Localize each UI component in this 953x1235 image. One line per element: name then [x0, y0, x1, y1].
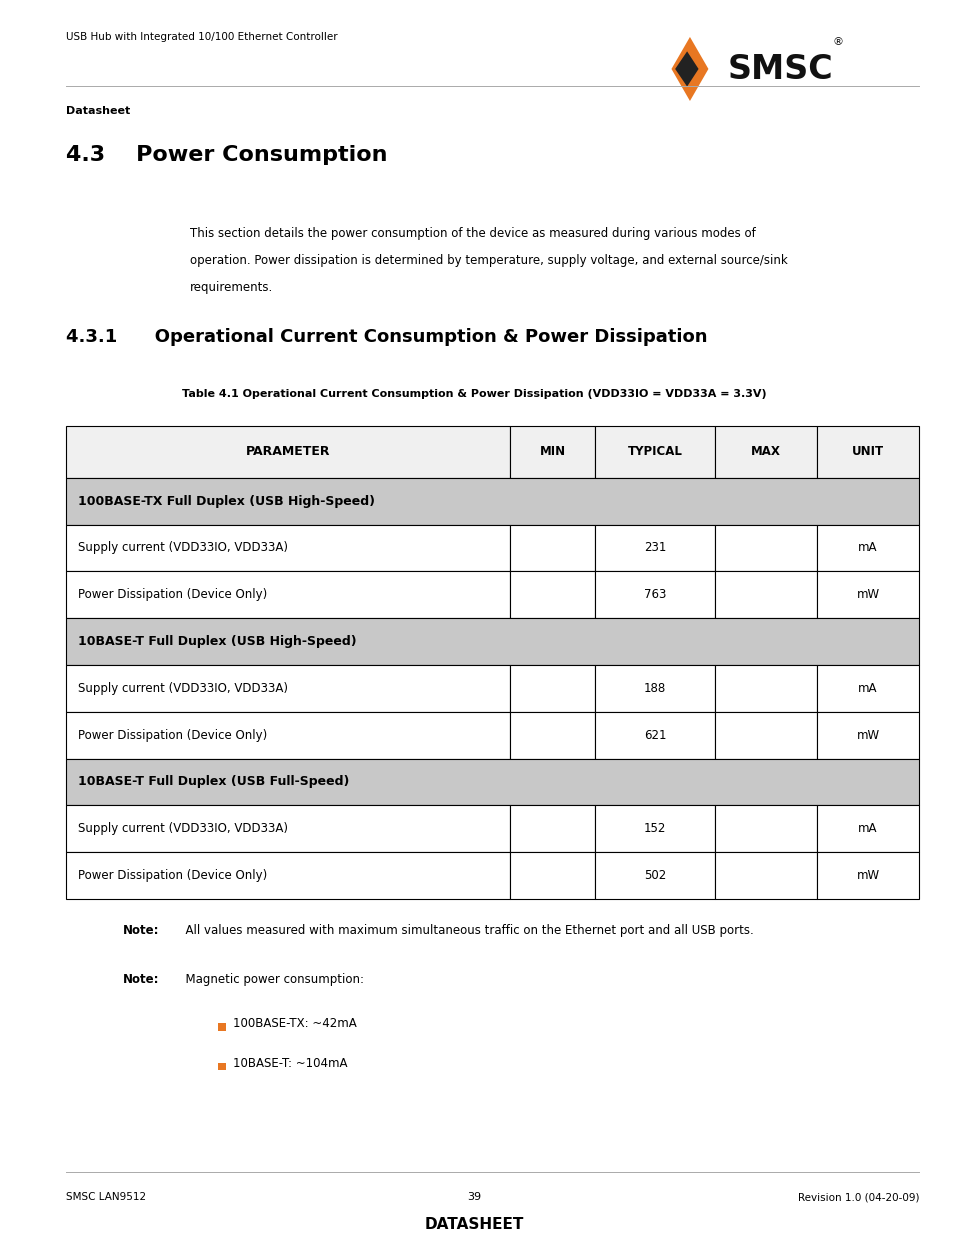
Bar: [217, 1024, 225, 1031]
Bar: [67, 758, 919, 805]
Text: 621: 621: [643, 729, 665, 742]
Text: UNIT: UNIT: [851, 446, 883, 458]
Text: Supply current (VDD33IO, VDD33A): Supply current (VDD33IO, VDD33A): [77, 823, 288, 835]
Text: Power Dissipation (Device Only): Power Dissipation (Device Only): [77, 729, 267, 742]
Text: 152: 152: [643, 823, 665, 835]
Bar: [714, 711, 816, 758]
Bar: [67, 619, 919, 664]
Text: All values measured with maximum simultaneous traffic on the Ethernet port and a: All values measured with maximum simulta…: [178, 924, 753, 936]
Text: USB Hub with Integrated 10/100 Ethernet Controller: USB Hub with Integrated 10/100 Ethernet …: [67, 32, 337, 42]
Text: SMSC: SMSC: [727, 53, 833, 86]
Bar: [509, 525, 595, 572]
Bar: [595, 426, 714, 478]
Text: 188: 188: [643, 682, 665, 695]
Text: Note:: Note:: [123, 924, 159, 936]
Polygon shape: [675, 52, 698, 86]
Bar: [217, 1062, 225, 1070]
Text: Power Dissipation (Device Only): Power Dissipation (Device Only): [77, 869, 267, 882]
Bar: [67, 805, 509, 852]
Bar: [67, 572, 509, 619]
Text: Table 4.1 Operational Current Consumption & Power Dissipation (VDD33IO = VDD33A : Table 4.1 Operational Current Consumptio…: [181, 389, 765, 399]
Bar: [67, 664, 509, 711]
Text: This section details the power consumption of the device as measured during vari: This section details the power consumpti…: [190, 226, 755, 240]
Text: mA: mA: [858, 541, 877, 555]
Text: Supply current (VDD33IO, VDD33A): Supply current (VDD33IO, VDD33A): [77, 682, 288, 695]
Text: Power Dissipation (Device Only): Power Dissipation (Device Only): [77, 588, 267, 601]
Bar: [714, 852, 816, 899]
Bar: [509, 805, 595, 852]
Text: 4.3    Power Consumption: 4.3 Power Consumption: [67, 146, 388, 165]
Bar: [714, 664, 816, 711]
Text: Supply current (VDD33IO, VDD33A): Supply current (VDD33IO, VDD33A): [77, 541, 288, 555]
Bar: [816, 525, 919, 572]
Bar: [509, 711, 595, 758]
Bar: [816, 711, 919, 758]
Bar: [714, 426, 816, 478]
Text: SMSC LAN9512: SMSC LAN9512: [67, 1192, 147, 1202]
Text: 502: 502: [643, 869, 665, 882]
Bar: [595, 525, 714, 572]
Text: DATASHEET: DATASHEET: [424, 1216, 523, 1231]
Bar: [67, 426, 509, 478]
Text: 10BASE-T: ~104mA: 10BASE-T: ~104mA: [233, 1057, 347, 1070]
Bar: [67, 852, 509, 899]
Bar: [509, 572, 595, 619]
Text: TYPICAL: TYPICAL: [627, 446, 681, 458]
Text: ®: ®: [831, 37, 842, 47]
Text: 100BASE-TX: ~42mA: 100BASE-TX: ~42mA: [233, 1018, 356, 1030]
Bar: [595, 572, 714, 619]
Bar: [816, 805, 919, 852]
Bar: [595, 711, 714, 758]
Bar: [595, 664, 714, 711]
Text: requirements.: requirements.: [190, 280, 273, 294]
Bar: [595, 852, 714, 899]
Text: mW: mW: [856, 869, 879, 882]
Bar: [67, 711, 509, 758]
Text: Datasheet: Datasheet: [67, 106, 131, 116]
Text: 100BASE-TX Full Duplex (USB High-Speed): 100BASE-TX Full Duplex (USB High-Speed): [77, 495, 375, 508]
Text: 10BASE-T Full Duplex (USB Full-Speed): 10BASE-T Full Duplex (USB Full-Speed): [77, 776, 349, 788]
Bar: [714, 572, 816, 619]
Text: 763: 763: [643, 588, 665, 601]
Bar: [67, 478, 919, 525]
Bar: [509, 852, 595, 899]
Bar: [714, 805, 816, 852]
Bar: [595, 805, 714, 852]
Text: MAX: MAX: [750, 446, 780, 458]
Text: Note:: Note:: [123, 973, 159, 986]
Bar: [816, 426, 919, 478]
Text: 39: 39: [466, 1192, 480, 1202]
Polygon shape: [671, 37, 708, 101]
Bar: [509, 426, 595, 478]
Text: mW: mW: [856, 588, 879, 601]
Text: Revision 1.0 (04-20-09): Revision 1.0 (04-20-09): [797, 1192, 919, 1202]
Bar: [509, 664, 595, 711]
Text: 10BASE-T Full Duplex (USB High-Speed): 10BASE-T Full Duplex (USB High-Speed): [77, 635, 356, 648]
Bar: [816, 572, 919, 619]
Text: mA: mA: [858, 823, 877, 835]
Bar: [816, 664, 919, 711]
Text: Magnetic power consumption:: Magnetic power consumption:: [178, 973, 364, 986]
Text: PARAMETER: PARAMETER: [246, 446, 330, 458]
Bar: [816, 852, 919, 899]
Text: mA: mA: [858, 682, 877, 695]
Bar: [714, 525, 816, 572]
Text: 231: 231: [643, 541, 665, 555]
Bar: [67, 525, 509, 572]
Text: 4.3.1      Operational Current Consumption & Power Dissipation: 4.3.1 Operational Current Consumption & …: [67, 327, 707, 346]
Text: mW: mW: [856, 729, 879, 742]
Text: operation. Power dissipation is determined by temperature, supply voltage, and e: operation. Power dissipation is determin…: [190, 253, 786, 267]
Text: MIN: MIN: [538, 446, 565, 458]
